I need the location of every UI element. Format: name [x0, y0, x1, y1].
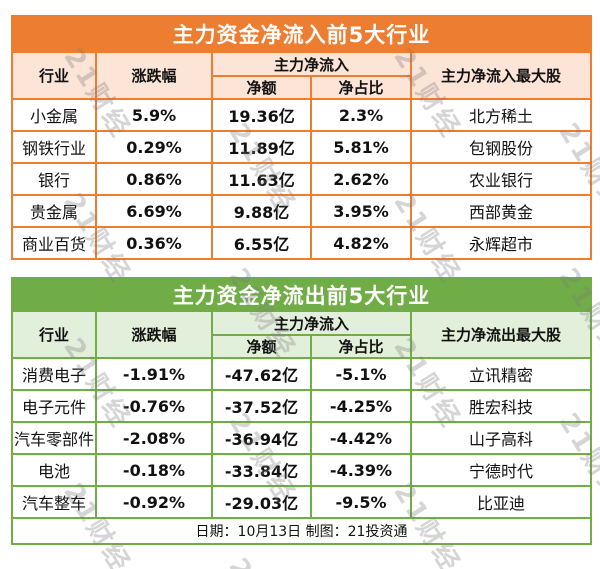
outflow-table-title: 主力资金净流出前5大行业: [10, 277, 593, 312]
footer-row: 日期：10月13日 制图：21投资通: [10, 517, 593, 545]
table-row: 小金属 5.9% 19.36亿 2.3% 北方稀土: [11, 98, 593, 132]
cell-top-stock: 比亚迪: [409, 485, 593, 519]
table-row: 电池 -0.18% -33.84亿 -4.39% 宁德时代: [11, 453, 593, 487]
table-row: 钢铁行业 0.29% 11.89亿 5.81% 包钢股份: [11, 130, 593, 164]
table-row: 汽车整车 -0.92% -29.03亿 -9.5% 比亚迪: [11, 485, 593, 519]
table-row: 消费电子 -1.91% -47.62亿 -5.1% 立讯精密: [11, 357, 593, 391]
cell-top-stock: 包钢股份: [409, 130, 593, 164]
cell-change: -2.08%: [95, 421, 213, 455]
cell-change: -0.92%: [95, 485, 213, 519]
cell-change: 6.69%: [95, 194, 213, 228]
cell-net-ratio: 2.3%: [310, 98, 412, 132]
table-row: 商业百货 0.36% 6.55亿 4.82% 永辉超市: [11, 226, 593, 260]
cell-net-amount: 6.55亿: [211, 226, 312, 260]
cell-change: -0.18%: [95, 453, 213, 487]
cell-change: 0.86%: [95, 162, 213, 196]
cell-change: 0.29%: [95, 130, 213, 164]
cell-net-ratio: 5.81%: [310, 130, 412, 164]
cell-industry: 消费电子: [11, 357, 97, 391]
table-row: 电子元件 -0.76% -37.52亿 -4.25% 胜宏科技: [11, 389, 593, 423]
cell-net-amount: -36.94亿: [211, 421, 312, 455]
cell-net-amount: 19.36亿: [211, 98, 312, 132]
col-header-industry: 行业: [11, 51, 97, 100]
cell-change: 0.36%: [95, 226, 213, 260]
cell-net-ratio: -5.1%: [310, 357, 412, 391]
cell-change: -0.76%: [95, 389, 213, 423]
cell-industry: 钢铁行业: [11, 130, 97, 164]
cell-net-ratio: -4.42%: [310, 421, 412, 455]
col-header-net-amount: 净额: [211, 75, 312, 100]
table-row: 贵金属 6.69% 9.88亿 3.95% 西部黄金: [11, 194, 593, 228]
cell-net-ratio: -4.25%: [310, 389, 412, 423]
col-header-net-amount: 净额: [211, 334, 312, 359]
outflow-header-row-sub: 净额 净占比: [12, 334, 591, 359]
col-header-change: 涨跌幅: [95, 310, 213, 359]
cell-top-stock: 立讯精密: [409, 357, 593, 391]
col-header-top-stock: 主力净流入最大股: [409, 51, 593, 100]
cell-top-stock: 北方稀土: [409, 98, 593, 132]
table-row: 汽车零部件 -2.08% -36.94亿 -4.42% 山子高科: [11, 421, 593, 455]
col-header-change: 涨跌幅: [95, 51, 213, 100]
cell-net-amount: -29.03亿: [211, 485, 312, 519]
cell-net-ratio: 3.95%: [310, 194, 412, 228]
col-header-industry: 行业: [11, 310, 97, 359]
cell-net-ratio: -4.39%: [310, 453, 412, 487]
inflow-table-title: 主力资金净流入前5大行业: [10, 15, 593, 53]
cell-change: 5.9%: [95, 98, 213, 132]
outflow-header-row-top: 行业 涨跌幅 主力净流入 主力净流出最大股: [11, 310, 593, 359]
cell-net-amount: 11.63亿: [211, 162, 312, 196]
cell-industry: 银行: [11, 162, 97, 196]
col-header-net-ratio: 净占比: [310, 75, 412, 100]
cell-top-stock: 西部黄金: [409, 194, 593, 228]
cell-net-amount: -47.62亿: [211, 357, 312, 391]
col-header-net-ratio: 净占比: [310, 334, 412, 359]
cell-industry: 商业百货: [11, 226, 97, 260]
cell-net-amount: -37.52亿: [211, 389, 312, 423]
footer-credit: 日期：10月13日 制图：21投资通: [10, 517, 593, 545]
inflow-header-row-top: 行业 涨跌幅 主力净流入 主力净流入最大股: [11, 51, 593, 100]
cell-industry: 贵金属: [11, 194, 97, 228]
cell-top-stock: 农业银行: [409, 162, 593, 196]
cell-industry: 汽车零部件: [11, 421, 97, 455]
cell-industry: 电池: [11, 453, 97, 487]
cell-net-ratio: 2.62%: [310, 162, 412, 196]
cell-industry: 电子元件: [11, 389, 97, 423]
cell-net-amount: -33.84亿: [211, 453, 312, 487]
cell-net-ratio: -9.5%: [310, 485, 412, 519]
cell-top-stock: 永辉超市: [409, 226, 593, 260]
cell-industry: 小金属: [11, 98, 97, 132]
col-header-flow-group: 主力净流入: [211, 51, 412, 77]
watermark-text: 21财经: [222, 550, 306, 569]
cell-top-stock: 胜宏科技: [409, 389, 593, 423]
inflow-title-row: 主力资金净流入前5大行业: [10, 15, 593, 53]
col-header-top-stock: 主力净流出最大股: [409, 310, 593, 359]
cell-net-amount: 11.89亿: [211, 130, 312, 164]
cell-change: -1.91%: [95, 357, 213, 391]
inflow-table: 主力资金净流入前5大行业 行业 涨跌幅 主力净流入 主力净流入最大股 净额 净占…: [10, 15, 593, 260]
inflow-header-row-sub: 净额 净占比: [12, 75, 591, 100]
cell-top-stock: 山子高科: [409, 421, 593, 455]
cell-industry: 汽车整车: [11, 485, 97, 519]
col-header-flow-group: 主力净流入: [211, 310, 412, 336]
cell-top-stock: 宁德时代: [409, 453, 593, 487]
outflow-title-row: 主力资金净流出前5大行业: [10, 277, 593, 312]
cell-net-ratio: 4.82%: [310, 226, 412, 260]
table-row: 银行 0.86% 11.63亿 2.62% 农业银行: [11, 162, 593, 196]
cell-net-amount: 9.88亿: [211, 194, 312, 228]
outflow-table: 主力资金净流出前5大行业 行业 涨跌幅 主力净流入 主力净流出最大股 净额 净占…: [10, 277, 593, 545]
